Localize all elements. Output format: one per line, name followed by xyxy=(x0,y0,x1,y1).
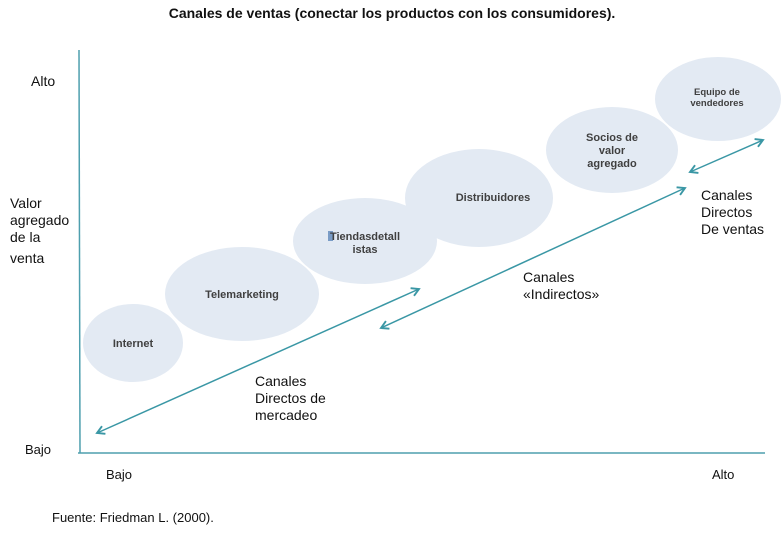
label-line: Directos xyxy=(701,204,753,220)
x-axis-high: Alto xyxy=(712,467,735,482)
bubble-label: valor xyxy=(599,145,626,157)
bubble-label: Equipo de xyxy=(694,87,740,98)
bubble-label: Internet xyxy=(113,338,154,350)
label-line: Canales xyxy=(701,187,753,203)
bubble-socios xyxy=(546,107,678,193)
arrow-indirect xyxy=(379,186,687,330)
y-axis-low: Bajo xyxy=(25,442,52,457)
label-line: mercadeo xyxy=(255,407,318,423)
y-axis-label-line: agregado xyxy=(10,212,70,228)
bubble-label: istas xyxy=(352,244,377,256)
x-axis-low: Bajo xyxy=(106,467,133,482)
label-direct-marketing: Canales Directos de mercadeo xyxy=(255,373,326,424)
svg-text:Internet: Internet xyxy=(113,338,154,350)
y-axis-line xyxy=(78,49,81,454)
label-line: De ventas xyxy=(701,221,765,237)
text-cursor-highlight xyxy=(328,231,333,241)
arrow-direct-sales xyxy=(688,138,765,174)
source-note: Fuente: Friedman L. (2000). xyxy=(52,510,214,525)
diagram-title: Canales de ventas (conectar los producto… xyxy=(168,5,616,21)
label-indirect: Canales «Indirectos» xyxy=(523,269,599,303)
bubble-label: Distribuidores xyxy=(456,192,531,204)
y-axis-label: Valor agregado de la venta xyxy=(10,195,69,267)
label-line: Canales xyxy=(523,269,575,285)
bubble-label: Telemarketing xyxy=(205,289,279,301)
svg-text:Distribuidores: Distribuidores xyxy=(456,192,531,204)
y-axis-label-line: venta xyxy=(10,250,45,266)
svg-text:Telemarketing: Telemarketing xyxy=(205,289,279,301)
bubble-label: Socios de xyxy=(586,132,638,144)
y-axis-high: Alto xyxy=(31,73,56,89)
bubble-label: vendedores xyxy=(690,98,743,109)
bubble-label: Tiendasdetall xyxy=(330,231,400,243)
y-axis-label-line: de la xyxy=(10,229,41,245)
label-line: Canales xyxy=(255,373,307,389)
label-line: «Indirectos» xyxy=(523,286,600,302)
y-axis-label-line: Valor xyxy=(10,195,42,211)
label-direct-sales: Canales Directos De ventas xyxy=(701,187,764,238)
bubble-label: agregado xyxy=(587,158,637,170)
label-line: Directos de xyxy=(255,390,326,406)
bubble-equipo xyxy=(655,57,781,141)
arrow-direct-marketing xyxy=(95,287,421,435)
